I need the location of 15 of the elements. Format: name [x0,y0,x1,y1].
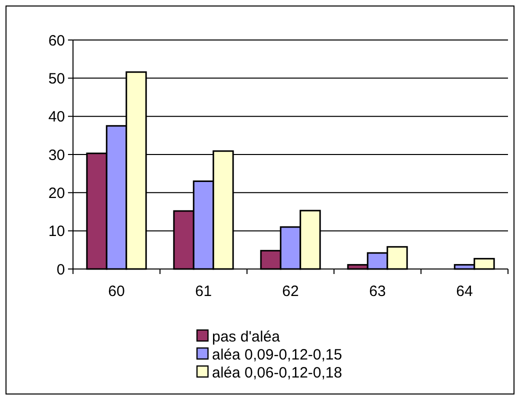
y-tick-label: 10 [48,223,65,240]
x-tick-label: 61 [195,283,212,300]
legend-label: pas d'aléa [212,328,281,346]
x-tick-label: 62 [282,283,299,300]
y-tick-label: 40 [48,108,65,126]
x-tick-label: 60 [108,283,125,300]
y-tick-label: 30 [48,146,65,164]
y-tick-label: 60 [48,32,65,50]
x-tick-label: 63 [369,283,386,300]
y-tick-label: 0 [56,261,65,278]
x-tick-label: 64 [456,283,473,300]
y-tick-label: 20 [48,184,65,202]
y-tick-label: 50 [48,70,65,88]
legend-label: aléa 0,06-0,12-0,18 [212,364,342,382]
legend-label: aléa 0,09-0,12-0,15 [212,346,342,364]
